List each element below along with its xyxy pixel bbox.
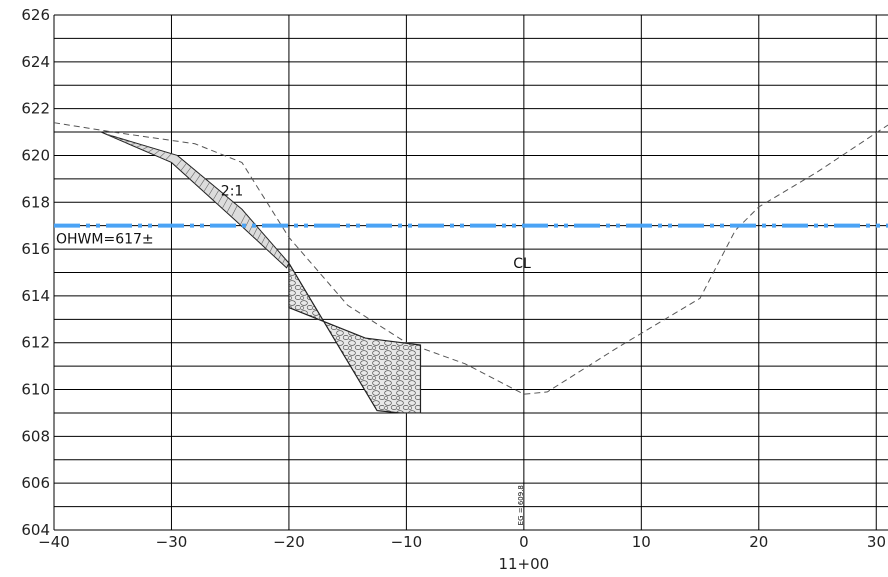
- slope-hatch: [265, 240, 270, 249]
- slope-hatch: [106, 134, 113, 137]
- slope-hatch: [165, 153, 172, 161]
- slope-hatch: [256, 231, 262, 241]
- slope-hatch: [203, 182, 210, 192]
- slope-hatch: [240, 213, 247, 226]
- slope-hatch: [231, 205, 238, 217]
- centerline-label: CL: [513, 256, 531, 272]
- eg-elevation-label: EG = 609.8: [517, 485, 525, 525]
- slope-hatch: [153, 149, 160, 156]
- slope-hatch: [217, 193, 224, 205]
- y-tick-label: 626: [21, 6, 50, 24]
- slope-hatch: [130, 142, 137, 146]
- slope-hatch: [175, 159, 183, 167]
- slope-hatch: [212, 189, 220, 201]
- station-label: 11+00: [498, 555, 549, 573]
- y-tick-label: 620: [21, 146, 50, 164]
- x-tick-label: 30: [867, 533, 886, 551]
- y-tick-label: 612: [21, 334, 50, 352]
- slope-hatch: [185, 166, 192, 176]
- y-tick-label: 614: [21, 287, 50, 305]
- slope-hatch: [261, 236, 266, 245]
- slope-hatch: [282, 258, 286, 265]
- slope-hatch: [112, 136, 119, 139]
- y-tick-label: 624: [21, 53, 50, 71]
- slope-hatch: [208, 186, 215, 197]
- y-tick-label: 622: [21, 100, 50, 118]
- slope-hatch: [221, 197, 229, 209]
- slope-ratio-label: 2:1: [221, 183, 244, 199]
- slope-hatch: [124, 141, 131, 143]
- slope-hatch: [147, 148, 155, 153]
- x-tick-label: 0: [519, 533, 529, 551]
- ohwm-label: OHWM=617±: [56, 232, 154, 248]
- slope-hatch: [141, 146, 149, 151]
- riprap-area: [288, 260, 422, 414]
- slope-hatch: [194, 174, 201, 184]
- x-tick-label: 20: [749, 533, 768, 551]
- slope-hatch: [226, 201, 233, 213]
- x-tick-label: −20: [273, 533, 305, 551]
- x-tick-label: −40: [38, 533, 70, 551]
- plot-grid: [53, 14, 888, 531]
- slope-hatch: [159, 151, 166, 158]
- slope-hatch: [269, 245, 274, 253]
- slope-hatch: [273, 249, 278, 257]
- slope-hatch: [136, 144, 143, 148]
- slope-hatch: [198, 178, 206, 188]
- slope-hatch: [180, 162, 187, 172]
- y-tick-label: 608: [21, 427, 50, 445]
- slope-hatch: [252, 227, 258, 237]
- existing-ground-line: [53, 122, 888, 395]
- y-tick-label: 604: [21, 521, 50, 539]
- y-tick-label: 610: [21, 381, 50, 399]
- x-tick-label: −10: [391, 533, 423, 551]
- slope-hatch: [189, 170, 197, 180]
- y-tick-label: 606: [21, 474, 50, 492]
- y-tick-label: 616: [21, 240, 50, 258]
- x-tick-label: 10: [632, 533, 651, 551]
- y-tick-label: 618: [21, 193, 50, 211]
- slope-hatch: [277, 254, 282, 261]
- x-tick-label: −30: [156, 533, 188, 551]
